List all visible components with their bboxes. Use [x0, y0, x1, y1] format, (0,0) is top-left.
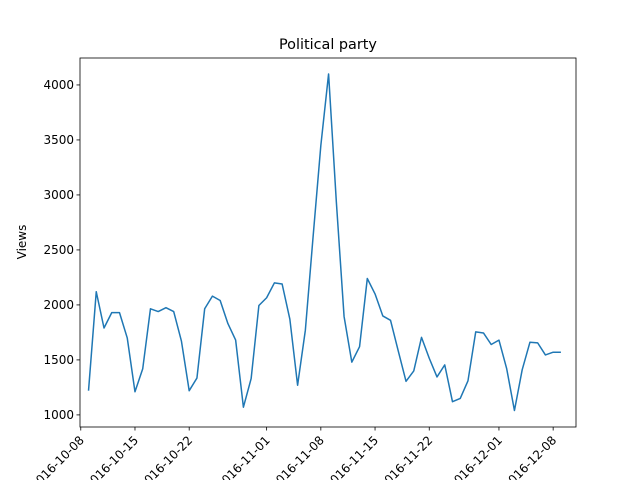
y-axis: 1000 1500 2000 2500 3000 3500 4000 [43, 78, 80, 422]
series-group [87, 73, 561, 412]
y-tick-label: 4000 [43, 78, 74, 92]
y-axis-label: Views [15, 225, 29, 260]
x-tick-label: 2016-12-01 [446, 433, 505, 480]
x-tick-label: 2016-11-15 [322, 433, 381, 480]
y-tick-label: 2500 [43, 243, 74, 257]
x-tick-label: 2016-11-01 [214, 433, 273, 480]
plot-area-frame [79, 57, 577, 428]
x-tick-label: 2016-12-08 [500, 433, 559, 480]
series-line [87, 73, 561, 412]
x-tick-label: 2016-11-22 [376, 433, 435, 480]
x-tick-label: 2016-10-08 [28, 433, 87, 480]
x-tick-label: 2016-11-08 [268, 433, 327, 480]
y-tick-label: 2000 [43, 298, 74, 312]
y-tick-label: 3500 [43, 133, 74, 147]
chart-title: Political party [279, 37, 377, 53]
y-tick-label: 3000 [43, 188, 74, 202]
y-tick-label: 1000 [43, 408, 74, 422]
x-tick-label: 2016-10-22 [136, 433, 195, 480]
y-tick-label: 1500 [43, 353, 74, 367]
x-tick-label: 2016-10-15 [82, 433, 141, 480]
